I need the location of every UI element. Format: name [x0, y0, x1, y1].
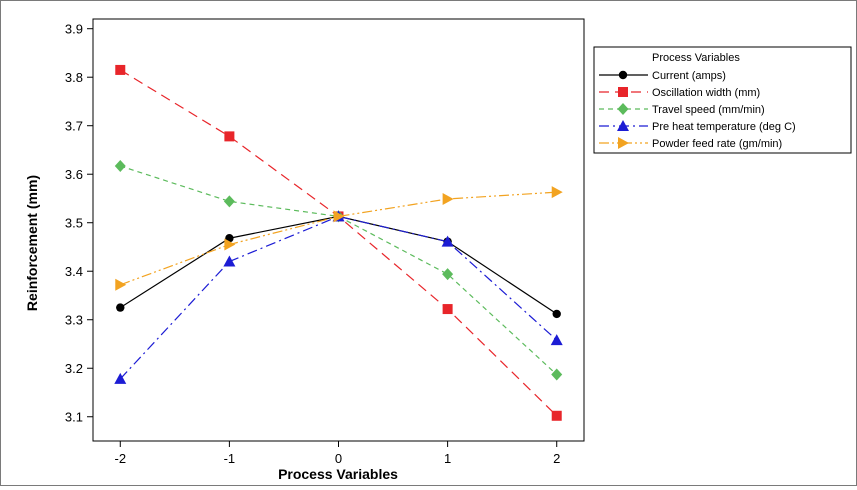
legend-box — [593, 46, 852, 154]
series-2 — [115, 64, 562, 421]
series-3 — [114, 159, 563, 381]
legend-item: Pre heat temperature (deg C) — [599, 120, 796, 133]
data-point — [442, 268, 454, 281]
plot-area-frame — [92, 18, 585, 442]
series-line — [120, 191, 557, 286]
y-tick-label: 3.7 — [65, 119, 83, 134]
data-point — [550, 334, 563, 346]
series-5 — [115, 186, 563, 291]
y-tick-label: 3.4 — [65, 264, 83, 279]
y-tick-label: 3.8 — [65, 70, 83, 85]
legend-swatch-marker — [618, 137, 629, 149]
legend-label: Pre heat temperature (deg C) — [652, 121, 796, 133]
series-4 — [114, 210, 563, 384]
legend-swatch-marker — [617, 120, 629, 131]
data-point — [551, 186, 563, 199]
x-tick-label: -1 — [224, 451, 236, 466]
legend-label: Powder feed rate (gm/min) — [652, 138, 782, 150]
series-line — [119, 215, 558, 380]
data-point — [552, 309, 561, 319]
legend-label: Current (amps) — [652, 70, 726, 82]
legend-item: Travel speed (mm/min) — [599, 103, 765, 116]
data-point — [224, 238, 236, 251]
series-line — [120, 165, 558, 375]
data-point — [442, 192, 454, 205]
legend-swatch-marker — [617, 103, 629, 115]
x-tick-label: 2 — [553, 451, 560, 466]
legend-swatch-marker — [618, 87, 628, 97]
y-tick-label: 3.6 — [65, 167, 83, 182]
data-point — [551, 368, 563, 381]
data-point — [223, 255, 236, 267]
legend-label: Travel speed (mm/min) — [652, 104, 765, 116]
legend-item: Current (amps) — [599, 70, 726, 82]
data-point — [333, 210, 345, 223]
x-tick-label: 1 — [444, 451, 451, 466]
y-tick-label: 3.3 — [65, 313, 83, 328]
x-axis-title: Process Variables — [278, 466, 398, 482]
data-point — [441, 235, 454, 247]
data-point — [223, 195, 235, 208]
x-tick-label: -2 — [114, 451, 126, 466]
data-point — [114, 159, 126, 172]
data-point — [224, 131, 235, 142]
legend: Process Variables Current (amps) Oscillati… — [593, 46, 852, 154]
series-layer — [114, 64, 563, 421]
data-point — [442, 304, 453, 315]
legend-title: Process Variables — [652, 52, 740, 64]
legend-swatch-marker — [618, 70, 628, 80]
data-point — [114, 372, 127, 384]
y-tick-label: 3.2 — [65, 361, 83, 376]
y-tick-label: 3.5 — [65, 216, 83, 231]
data-point — [115, 278, 127, 291]
series-line — [119, 215, 558, 315]
legend-item: Powder feed rate (gm/min) — [599, 137, 782, 150]
series-line — [119, 69, 558, 417]
data-point — [115, 64, 126, 75]
x-tick-label: 0 — [335, 451, 342, 466]
data-point — [551, 410, 562, 421]
series-1 — [116, 212, 561, 319]
legend-label: Oscillation width (mm) — [652, 87, 760, 99]
axes: 3.1 3.2 3.3 3.4 3.5 3.6 3.7 3.8 3.9 -2 -1 0 1 2 — [65, 18, 585, 466]
legend-item: Oscillation width (mm) — [599, 87, 760, 99]
data-point — [116, 303, 125, 312]
y-tick-label: 3.9 — [65, 22, 83, 37]
y-tick-label: 3.1 — [65, 410, 83, 425]
y-axis-title: Reinforcement (mm) — [24, 175, 40, 311]
